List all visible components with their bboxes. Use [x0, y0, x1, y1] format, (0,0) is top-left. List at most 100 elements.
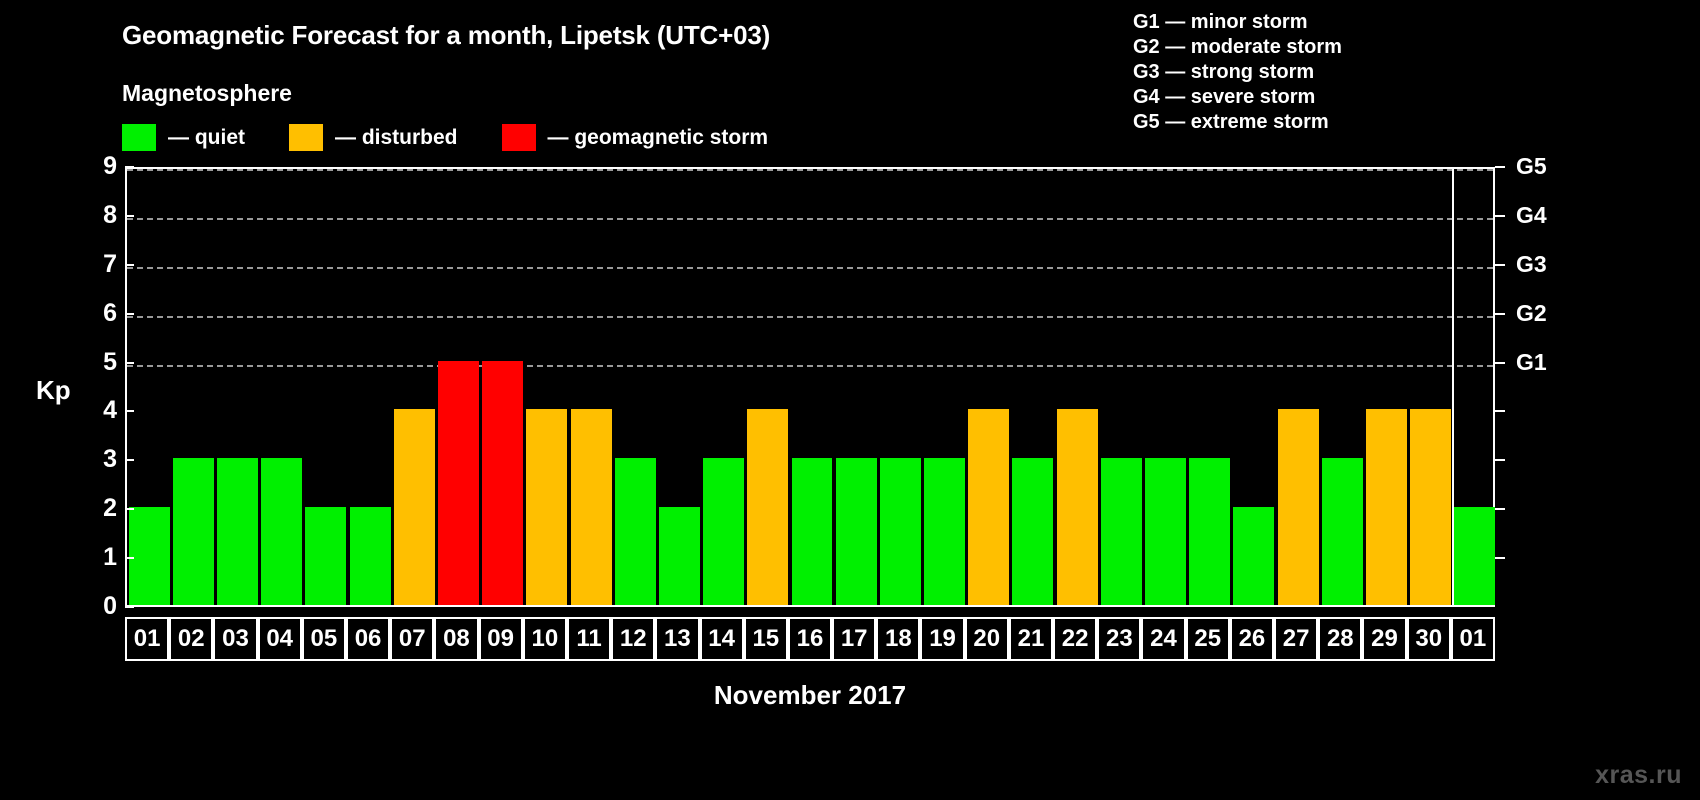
- bar-day-01-idx-0[interactable]: [128, 507, 170, 605]
- day-label-20-idx-19[interactable]: 20: [964, 617, 1009, 661]
- day-label-12-idx-11[interactable]: 12: [611, 617, 656, 661]
- bar-day-21-idx-20[interactable]: [1012, 458, 1054, 605]
- g-axis-label-g2: G2: [1516, 299, 1547, 326]
- legend-entry-geomagnetic-storm: — geomagnetic storm: [501, 124, 813, 151]
- watermark: xras.ru: [1595, 761, 1682, 789]
- day-label-06-idx-5[interactable]: 06: [345, 617, 391, 661]
- day-label-01-idx-0[interactable]: 01: [125, 617, 170, 661]
- legend-label-geomagnetic-storm: — geomagnetic storm: [547, 125, 769, 149]
- day-label-14-idx-13[interactable]: 14: [699, 617, 744, 661]
- bar-day-26-idx-25[interactable]: [1233, 507, 1275, 605]
- day-label-16-idx-15[interactable]: 16: [787, 617, 833, 661]
- y-tick-7: [125, 263, 134, 266]
- bar-day-08-idx-7[interactable]: [437, 360, 479, 605]
- day-label-21-idx-20[interactable]: 21: [1008, 617, 1054, 661]
- bar-day-28-idx-27[interactable]: [1321, 458, 1363, 605]
- day-label-03-idx-2[interactable]: 03: [213, 617, 258, 661]
- y-tick-label-5: 5: [103, 347, 117, 376]
- y-tick-3: [125, 459, 134, 462]
- g-legend-row-g2: G2 — moderate storm: [1133, 36, 1342, 58]
- bar-day-29-idx-28[interactable]: [1366, 409, 1407, 605]
- y-tick-6: [125, 312, 134, 315]
- bar-day-02-idx-1[interactable]: [172, 458, 214, 605]
- day-label-02-idx-1[interactable]: 02: [169, 617, 214, 661]
- g-axis-minor-tick-kp-2: [1495, 508, 1505, 511]
- bar-day-24-idx-23[interactable]: [1145, 458, 1187, 605]
- day-label-29-idx-28[interactable]: 29: [1362, 617, 1407, 661]
- day-label-19-idx-18[interactable]: 19: [920, 617, 965, 661]
- y-tick-label-0: 0: [103, 592, 117, 620]
- day-label-05-idx-4[interactable]: 05: [301, 617, 346, 661]
- day-label-25-idx-24[interactable]: 25: [1185, 617, 1230, 661]
- magnetosphere-label: Magnetosphere: [122, 80, 292, 106]
- y-tick-label-7: 7: [103, 249, 117, 278]
- y-tick-label-8: 8: [103, 200, 117, 229]
- g-axis-minor-tick-kp-4: [1495, 410, 1505, 413]
- bar-day-23-idx-22[interactable]: [1100, 458, 1142, 605]
- day-label-10-idx-9[interactable]: 10: [522, 617, 567, 661]
- day-label-23-idx-22[interactable]: 23: [1097, 617, 1142, 661]
- g-axis-tick-g3: [1495, 263, 1505, 266]
- bar-day-07-idx-6[interactable]: [393, 409, 435, 605]
- day-label-04-idx-3[interactable]: 04: [257, 617, 302, 661]
- g-axis-labels: G1 G2 G3 G4 G5: [1516, 155, 1576, 607]
- bar-day-12-idx-11[interactable]: [614, 458, 656, 605]
- month-separator-line: [1451, 169, 1454, 605]
- g-scale-legend: G1 — minor storm G2 — moderate storm G3 — …: [1133, 10, 1342, 135]
- g-axis-minor-tick-kp-1: [1495, 557, 1505, 560]
- day-label-24-idx-23[interactable]: 24: [1141, 617, 1186, 661]
- bar-day-10-idx-9[interactable]: [526, 409, 568, 605]
- bar-day-06-idx-5[interactable]: [349, 507, 391, 605]
- bar-day-15-idx-14[interactable]: [747, 409, 789, 605]
- bar-day-17-idx-16[interactable]: [835, 458, 877, 605]
- y-axis-title: Kp: [36, 375, 71, 405]
- day-label-13-idx-12[interactable]: 13: [655, 617, 700, 661]
- day-label-26-idx-25[interactable]: 26: [1229, 617, 1275, 661]
- bar-day-16-idx-15[interactable]: [791, 458, 833, 605]
- day-label-30-idx-29[interactable]: 30: [1406, 617, 1451, 661]
- y-tick-9: [125, 166, 134, 168]
- bar-day-14-idx-13[interactable]: [703, 458, 745, 605]
- bar-day-01-idx-30[interactable]: [1454, 507, 1496, 605]
- gridline-kp-7: [127, 266, 1493, 269]
- bar-day-25-idx-24[interactable]: [1189, 458, 1231, 605]
- bar-day-03-idx-2[interactable]: [216, 458, 258, 605]
- bar-day-13-idx-12[interactable]: [658, 507, 700, 605]
- bar-day-11-idx-10[interactable]: [570, 409, 612, 605]
- day-label-27-idx-26[interactable]: 27: [1274, 617, 1319, 661]
- bar-day-04-idx-3[interactable]: [261, 458, 303, 605]
- month-caption: November 2017: [713, 680, 907, 710]
- bar-day-20-idx-19[interactable]: [968, 409, 1010, 605]
- bar-day-19-idx-18[interactable]: [924, 458, 966, 605]
- g-axis-tick-g1: [1495, 361, 1505, 364]
- g-axis-label-g5: G5: [1516, 153, 1547, 179]
- day-label-09-idx-8[interactable]: 09: [478, 617, 523, 661]
- bar-day-27-idx-26[interactable]: [1277, 409, 1319, 605]
- gridline-kp-5: [127, 364, 1493, 367]
- legend-label-quiet: — quiet: [168, 125, 245, 149]
- legend-entry-disturbed: — disturbed: [289, 124, 502, 151]
- legend-label-disturbed: — disturbed: [335, 125, 458, 149]
- legend-swatch-geomagnetic-storm: [501, 124, 536, 151]
- day-label-17-idx-16[interactable]: 17: [832, 617, 877, 661]
- day-label-15-idx-14[interactable]: 15: [743, 617, 788, 661]
- g-axis-tick-g5: [1495, 166, 1505, 168]
- day-label-28-idx-27[interactable]: 28: [1318, 617, 1363, 661]
- day-label-22-idx-21[interactable]: 22: [1053, 617, 1098, 661]
- day-label-18-idx-17[interactable]: 18: [876, 617, 921, 661]
- y-tick-label-6: 6: [103, 298, 117, 327]
- g-axis-minor-tick-kp-3: [1495, 459, 1505, 462]
- bar-day-05-idx-4[interactable]: [305, 507, 347, 605]
- bar-day-18-idx-17[interactable]: [879, 458, 921, 605]
- bar-day-30-idx-29[interactable]: [1410, 409, 1452, 605]
- y-axis-labels: 0 1 2 3 4 5 6 7 8 9: [63, 154, 117, 619]
- day-label-08-idx-7[interactable]: 08: [434, 617, 479, 661]
- day-label-11-idx-10[interactable]: 11: [566, 617, 612, 661]
- day-label-07-idx-6[interactable]: 07: [390, 617, 435, 661]
- day-label-01-idx-30[interactable]: 01: [1450, 617, 1495, 661]
- g-axis-label-g3: G3: [1516, 250, 1547, 277]
- gridline-kp-9: [127, 169, 1493, 171]
- y-tick-label-9: 9: [103, 152, 117, 180]
- bar-day-09-idx-8[interactable]: [482, 360, 524, 605]
- bar-day-22-idx-21[interactable]: [1056, 409, 1098, 605]
